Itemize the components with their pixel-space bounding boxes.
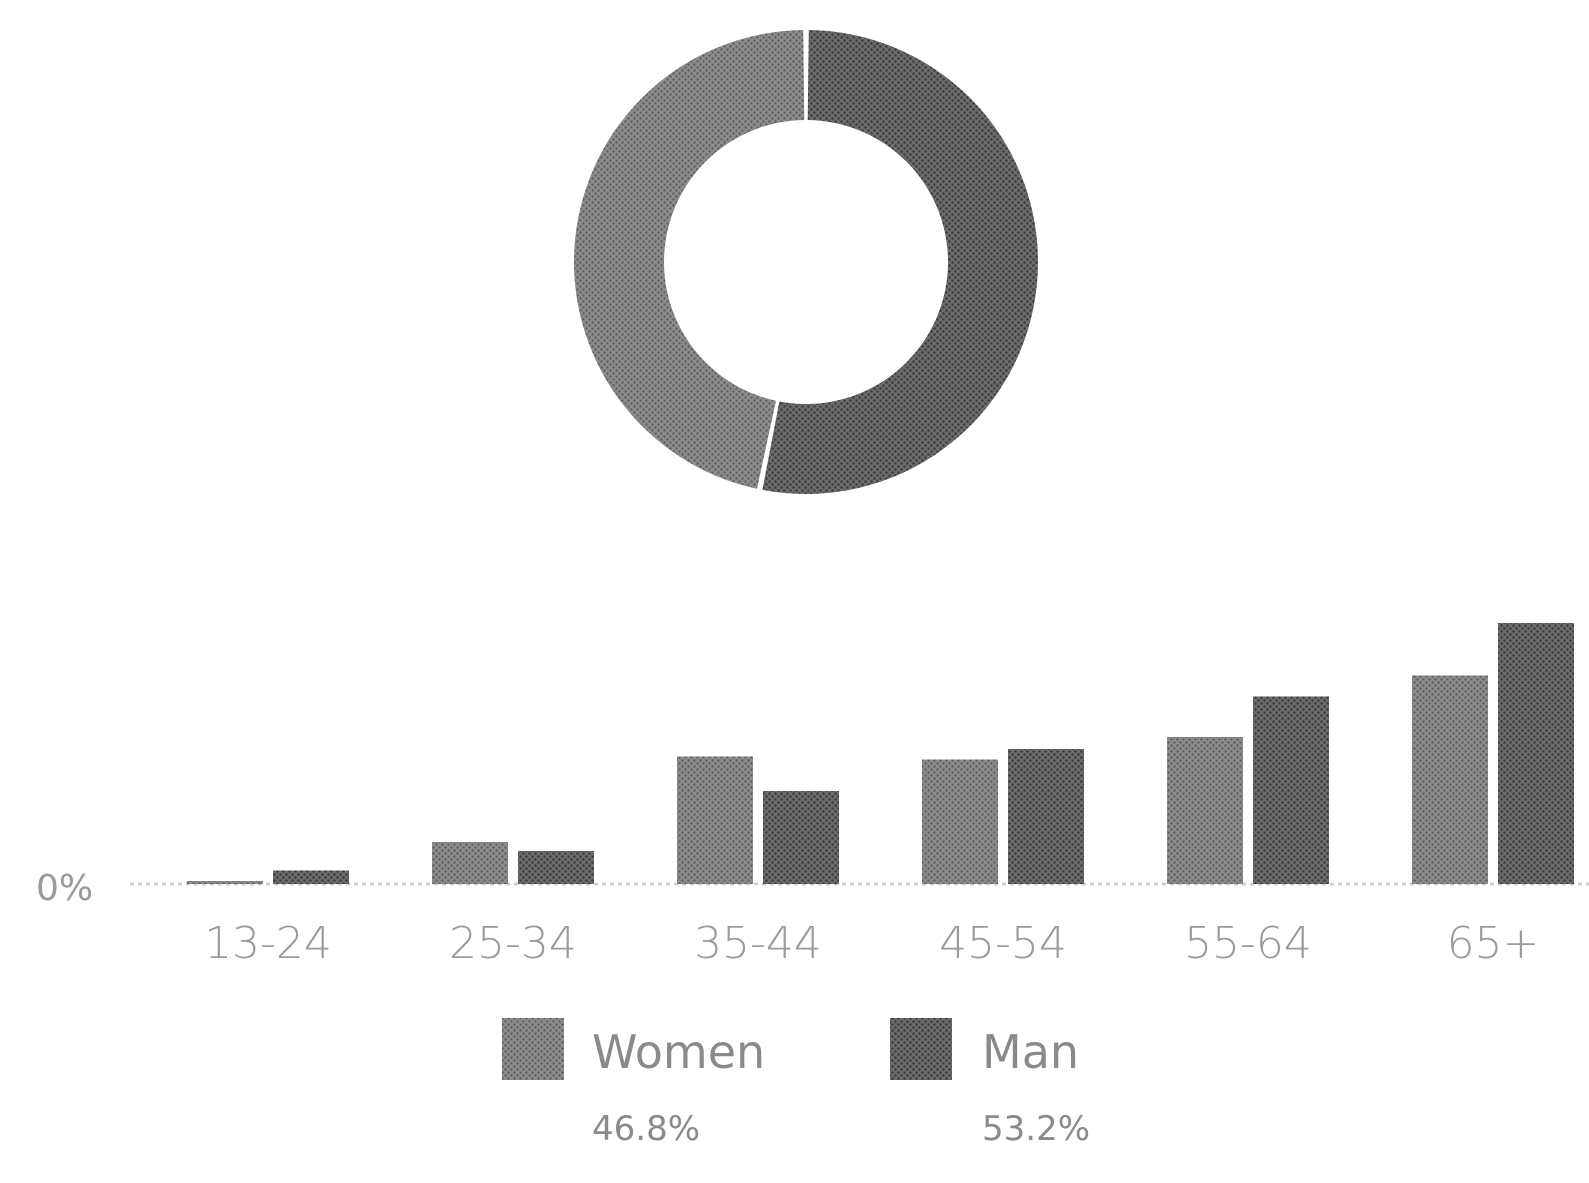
bar-man-45-54 — [1008, 749, 1084, 884]
legend-value-man: 53.2% — [982, 1109, 1090, 1149]
bar-man-25-34 — [518, 851, 594, 884]
bars — [187, 623, 1574, 884]
bar-man-55-64 — [1253, 696, 1329, 884]
bar-women-35-44 — [677, 756, 753, 884]
legend: Women 46.8% Man 53.2% — [502, 1018, 1090, 1149]
bar-women-55-64 — [1167, 737, 1243, 884]
legend-swatch-man — [890, 1018, 952, 1080]
x-tick-label-45-54: 45-54 — [939, 918, 1067, 969]
donut-slice-man — [762, 30, 1038, 495]
bar-women-65 — [1412, 675, 1488, 884]
bar-man-35-44 — [763, 791, 839, 884]
bar-women-45-54 — [922, 759, 998, 884]
x-tick-label-55-64: 55-64 — [1184, 918, 1312, 969]
gender-donut-chart — [574, 30, 1038, 495]
legend-label-man: Man — [982, 1025, 1079, 1079]
legend-swatch-women — [502, 1018, 564, 1080]
y-tick-label-zero: 0% — [36, 868, 93, 909]
age-bar-chart: 0% 13-24 25-34 35-44 45-54 55-64 65+ — [36, 623, 1589, 969]
legend-value-women: 46.8% — [592, 1109, 700, 1149]
x-tick-label-35-44: 35-44 — [694, 918, 822, 969]
bar-man-13-24 — [273, 870, 349, 884]
bar-man-65 — [1498, 623, 1574, 884]
x-tick-label-65: 65+ — [1447, 918, 1540, 969]
x-tick-label-13-24: 13-24 — [204, 918, 332, 969]
bar-women-13-24 — [187, 881, 263, 884]
x-tick-label-25-34: 25-34 — [449, 918, 577, 969]
x-tick-labels: 13-24 25-34 35-44 45-54 55-64 65+ — [204, 918, 1539, 969]
donut-slice-women — [574, 30, 805, 489]
legend-label-women: Women — [592, 1025, 765, 1079]
bar-women-25-34 — [432, 842, 508, 884]
